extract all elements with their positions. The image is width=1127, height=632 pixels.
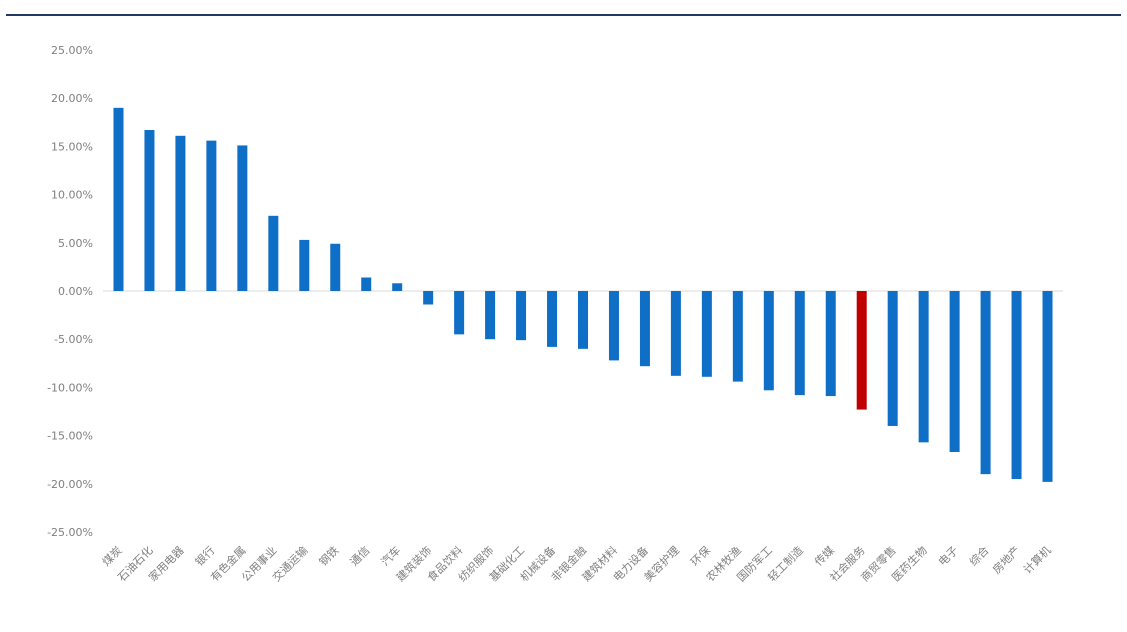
y-tick-label: 20.00% xyxy=(51,92,93,105)
x-category-label: 综合 xyxy=(966,543,991,568)
x-category-label: 计算机 xyxy=(1020,543,1053,576)
bar xyxy=(113,107,124,291)
x-category-label: 房地产 xyxy=(989,543,1022,576)
y-tick-label: 15.00% xyxy=(51,140,93,153)
bars-group xyxy=(113,107,1053,482)
bar xyxy=(547,291,558,347)
y-axis: 25.00% 20.00% 15.00% 10.00% 5.00% 0.00% -5.00%… xyxy=(47,44,1063,539)
x-category-label: 电子 xyxy=(936,544,961,569)
y-tick-label: 25.00% xyxy=(51,44,93,57)
bar xyxy=(454,291,465,335)
bar xyxy=(485,291,496,340)
y-tick-label: -25.00% xyxy=(47,526,93,539)
bar xyxy=(516,291,527,341)
y-tick-label: 10.00% xyxy=(51,189,93,202)
y-tick-label: 5.00% xyxy=(58,237,93,250)
bar xyxy=(949,291,960,452)
bar xyxy=(701,291,712,377)
x-category-label: 环保 xyxy=(688,543,713,568)
y-tick-label: 0.00% xyxy=(58,285,93,298)
bar xyxy=(144,130,155,291)
bar xyxy=(608,291,619,361)
bar xyxy=(330,243,341,291)
bar xyxy=(670,291,681,376)
x-category-label: 银行 xyxy=(192,543,217,568)
bar xyxy=(1011,291,1022,479)
y-tick-label: -15.00% xyxy=(47,430,93,443)
bar xyxy=(175,135,186,291)
bar xyxy=(268,215,279,291)
bar xyxy=(825,291,836,397)
x-category-label: 汽车 xyxy=(378,543,403,568)
bar xyxy=(887,291,898,426)
bar xyxy=(732,291,743,382)
bar xyxy=(423,291,434,305)
x-category-label: 传媒 xyxy=(812,544,837,569)
bar xyxy=(794,291,805,396)
bar xyxy=(1042,291,1053,482)
bar xyxy=(299,239,310,291)
bar xyxy=(763,291,774,391)
bar xyxy=(918,291,929,443)
x-category-label: 煤炭 xyxy=(100,544,125,569)
y-tick-label: -5.00% xyxy=(54,333,93,346)
bar xyxy=(206,140,217,291)
bar xyxy=(392,283,403,291)
bar xyxy=(980,291,991,475)
y-tick-label: -10.00% xyxy=(47,381,93,394)
bar-highlighted xyxy=(856,291,867,410)
bar xyxy=(639,291,650,367)
x-category-label: 通信 xyxy=(348,544,373,569)
x-category-label: 钢铁 xyxy=(317,544,342,569)
bar xyxy=(578,291,588,349)
header-rule xyxy=(6,14,1121,16)
bar xyxy=(237,145,248,291)
bar xyxy=(361,277,372,291)
y-tick-label: -20.00% xyxy=(47,478,93,491)
